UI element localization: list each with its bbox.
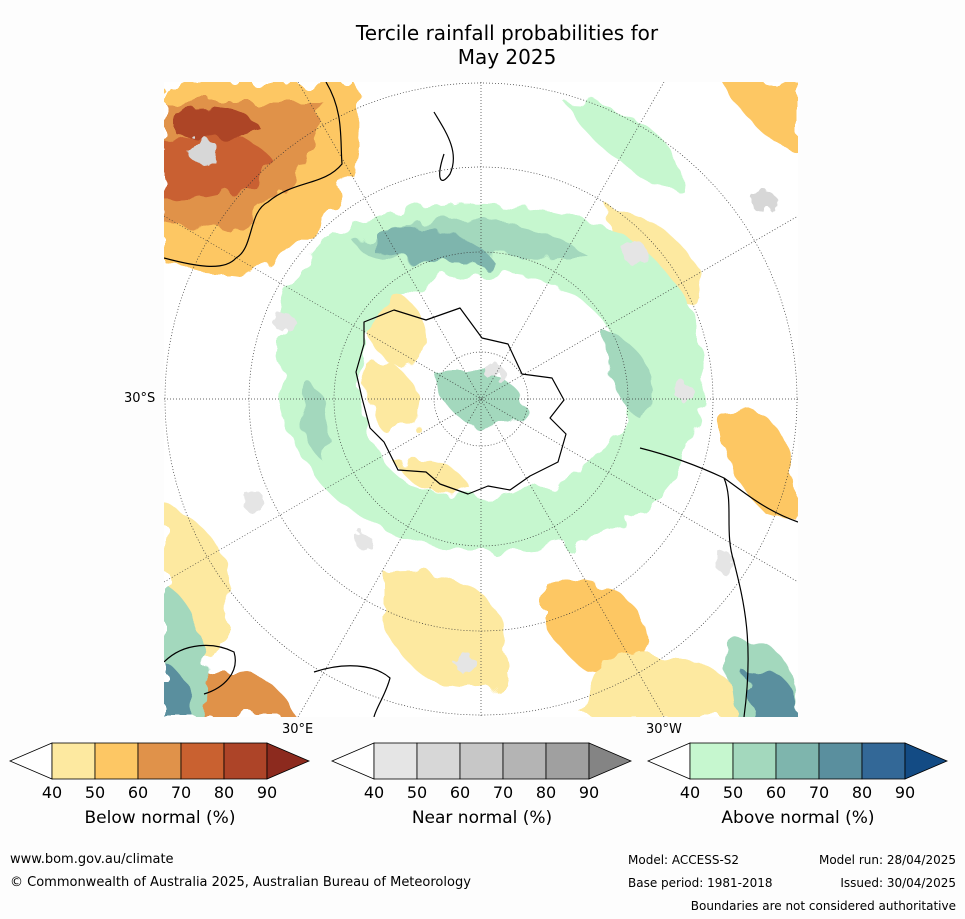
boundaries-disclaimer: Boundaries are not considered authoritat… <box>690 899 956 913</box>
colorbar-tick-label: 50 <box>722 783 744 802</box>
colorbar-tick-label: 40 <box>41 783 63 802</box>
colorbar-above-normal <box>646 742 949 780</box>
base-period: Base period: 1981-2018 <box>628 876 773 890</box>
model-name: Model: ACCESS-S2 <box>628 853 740 867</box>
colorbar-above-segment <box>818 742 863 780</box>
colorbar-label-above: Above normal (%) <box>721 808 875 828</box>
colorbar-below-segment <box>223 742 268 780</box>
model-run-date: Model run: 28/04/2025 <box>818 853 956 867</box>
chart-title: Tercile rainfall probabilities for May 2… <box>0 21 965 69</box>
colorbar-label-below: Below normal (%) <box>84 808 236 828</box>
colorbar-below-low-extension <box>8 742 53 780</box>
colorbar-tick-label: 60 <box>127 783 149 802</box>
near-normal-patches <box>190 138 776 672</box>
colorbar-below-segment <box>180 742 225 780</box>
colorbar-tick-label: 50 <box>84 783 106 802</box>
colorbar-near-normal <box>330 742 633 780</box>
colorbar-tick-label: 70 <box>170 783 192 802</box>
coastlines <box>164 82 798 717</box>
colorbar-tick-label: 80 <box>851 783 873 802</box>
colorbar-near-segment <box>373 742 418 780</box>
colorbar-tick-label: 40 <box>679 783 701 802</box>
colorbar-above-high-extension <box>904 742 949 780</box>
probability-map <box>164 82 798 717</box>
longitude-label-30e: 30°E <box>282 722 314 737</box>
graticule <box>164 82 798 717</box>
colorbar-tick-label: 60 <box>449 783 471 802</box>
colorbar-tick-label: 60 <box>765 783 787 802</box>
colorbar-below-segment <box>137 742 182 780</box>
colorbar-tick-label: 90 <box>578 783 600 802</box>
title-line-2: May 2025 <box>457 45 557 69</box>
colorbar-below-segment <box>94 742 139 780</box>
title-line-1: Tercile rainfall probabilities for <box>355 21 659 45</box>
colorbar-above-low-extension <box>646 742 691 780</box>
colorbar-tick-label: 50 <box>406 783 428 802</box>
colorbar-near-segment <box>459 742 504 780</box>
colorbar-tick-label: 80 <box>535 783 557 802</box>
colorbar-near-svg <box>330 742 633 780</box>
colorbar-above-segment <box>861 742 906 780</box>
issued-date: Issued: 30/04/2025 <box>840 876 956 890</box>
colorbar-above-segment <box>732 742 777 780</box>
colorbar-near-segment <box>416 742 461 780</box>
colorbar-tick-label: 70 <box>492 783 514 802</box>
colorbar-above-segment <box>689 742 734 780</box>
latitude-label: 30°S <box>124 391 156 406</box>
colorbar-tick-label: 40 <box>363 783 385 802</box>
map-svg <box>164 82 798 717</box>
colorbar-tick-label: 90 <box>894 783 916 802</box>
colorbar-below-segment <box>51 742 96 780</box>
colorbar-below-high-extension <box>266 742 311 780</box>
colorbar-near-segment <box>545 742 590 780</box>
colorbar-near-low-extension <box>330 742 375 780</box>
longitude-label-30w: 30°W <box>646 722 682 737</box>
colorbar-below-normal <box>8 742 311 780</box>
colorbar-near-high-extension <box>588 742 633 780</box>
colorbar-near-segment <box>502 742 547 780</box>
colorbar-above-svg <box>646 742 949 780</box>
colorbar-tick-label: 80 <box>213 783 235 802</box>
colorbar-above-segment <box>775 742 820 780</box>
colorbar-below-svg <box>8 742 311 780</box>
colorbar-label-near: Near normal (%) <box>411 808 553 828</box>
probability-field <box>164 82 798 717</box>
colorbar-tick-label: 70 <box>808 783 830 802</box>
colorbar-tick-label: 90 <box>256 783 278 802</box>
website-link[interactable]: www.bom.gov.au/climate <box>10 852 174 867</box>
copyright-text: © Commonwealth of Australia 2025, Austra… <box>10 875 471 890</box>
